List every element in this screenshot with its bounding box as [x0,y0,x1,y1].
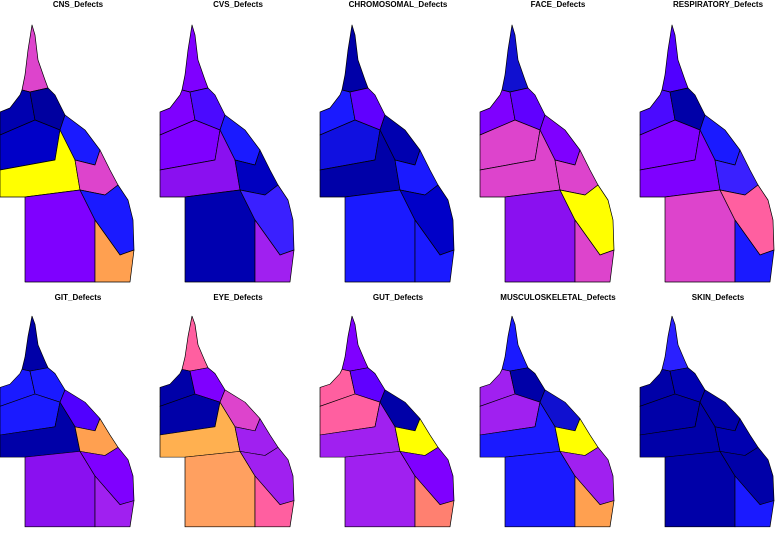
region [21,315,49,372]
region [181,24,209,93]
region [664,451,736,528]
region [24,189,96,283]
region [341,315,369,372]
region [574,219,615,283]
region [504,189,576,283]
panel-title: GUT_Defects [373,293,424,302]
region [664,189,736,283]
region [501,315,529,372]
region [344,451,416,528]
region [184,189,256,283]
map [639,315,775,528]
region [734,219,775,283]
map [639,24,775,283]
region [184,451,256,528]
region [504,451,576,528]
region [661,24,689,93]
region [344,189,416,283]
map [479,315,615,528]
map [0,24,135,283]
panel-title: CHROMOSOMAL_Defects [349,0,448,9]
region [181,315,209,372]
region [254,219,295,283]
map [159,315,295,528]
region [661,315,689,372]
panel-title: CVS_Defects [213,0,263,9]
panel-title: FACE_Defects [531,0,586,9]
panel-title: CNS_Defects [53,0,104,9]
region [21,24,49,93]
region [414,475,455,528]
region [94,219,135,283]
panel-title: EYE_Defects [213,293,263,302]
panel-title: RESPIRATORY_Defects [673,0,764,9]
region [414,219,455,283]
panel-title: GIT_Defects [55,293,102,302]
region [574,475,615,528]
region [341,24,369,93]
region [501,24,529,93]
panel-title: MUSCULOSKELETAL_Defects [500,293,616,302]
map [319,24,455,283]
region [24,451,96,528]
map [319,315,455,528]
map [0,315,135,528]
map [479,24,615,283]
panel-title: SKIN_Defects [692,293,745,302]
region [734,475,775,528]
map [159,24,295,283]
region [254,475,295,528]
region [94,475,135,528]
